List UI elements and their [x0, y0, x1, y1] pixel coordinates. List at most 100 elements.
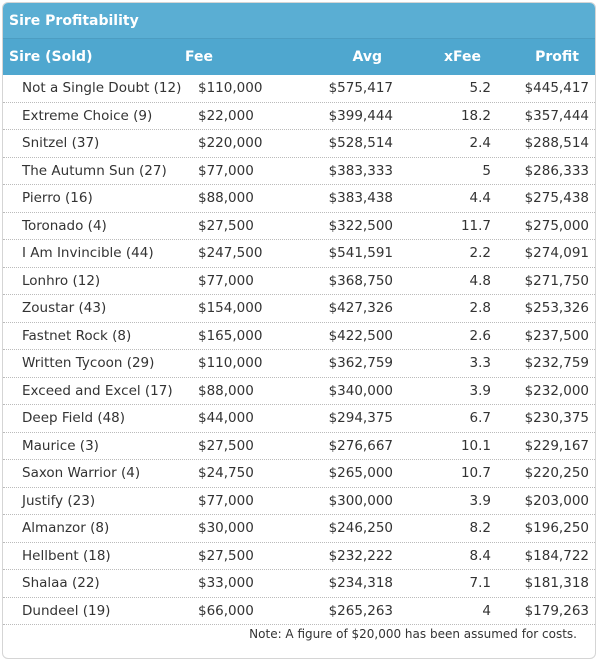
column-header: xFee [443, 49, 481, 65]
table-cell: $247,500 [198, 245, 263, 261]
table-row: Maurice (3) $27,500 $276,667 10.1 $229,167 [3, 433, 595, 460]
column-header: Sire (Sold) [9, 49, 93, 65]
table-cell: 4 [482, 602, 491, 619]
table-cell: $196,250 [524, 520, 589, 536]
table-row: Shalaa (22) $33,000 $234,318 7.1 $181,318 [3, 570, 595, 598]
table-row: Exceed and Excel (17) $88,000 $340,000 3.9 $… [3, 378, 595, 405]
table-cell: 18.2 [460, 107, 491, 124]
table-cell: $274,091 [524, 245, 589, 261]
table-header: Sire (Sold) Fee Avg xFee Profit [3, 39, 595, 75]
table-cell: $234,318 [328, 575, 393, 591]
table-cell: Exceed and Excel (17) [22, 382, 173, 399]
table-cell: $220,000 [198, 135, 263, 151]
table-row: Extreme Choice (9) $22,000 $399,444 18.2 $35… [3, 103, 595, 130]
table-row: The Autumn Sun (27) $77,000 $383,333 5 $286,… [3, 158, 595, 185]
table-cell: Maurice (3) [22, 437, 99, 454]
table-cell: $110,000 [198, 80, 263, 96]
table-cell: 7.1 [469, 575, 491, 591]
table-cell: $232,222 [328, 547, 393, 564]
table-cell: $33,000 [198, 575, 254, 591]
table-cell: $88,000 [198, 382, 254, 399]
table-cell: 2.4 [469, 135, 491, 151]
table-cell: $88,000 [198, 190, 254, 206]
table-cell: $357,444 [524, 107, 589, 124]
table-cell: $229,167 [524, 437, 589, 454]
table-cell: $165,000 [198, 327, 263, 344]
table-cell: $77,000 [198, 492, 254, 509]
table-cell: $220,250 [524, 465, 589, 481]
table-cell: $203,000 [524, 492, 589, 509]
table-cell: $27,500 [198, 547, 254, 564]
table-cell: $232,759 [524, 355, 589, 371]
table-row: Hellbent (18) $27,500 $232,222 8.4 $184,722 [3, 543, 595, 570]
table-cell: $383,438 [328, 190, 393, 206]
table-cell: 10.1 [460, 437, 491, 454]
table-cell: 11.7 [460, 217, 491, 234]
table-cell: $427,326 [328, 300, 393, 316]
table-cell: 10.7 [460, 465, 491, 481]
table-cell: 3.3 [469, 355, 491, 371]
table-row: I Am Invincible (44) $247,500 $541,591 2.2 $… [3, 240, 595, 268]
table-row: Written Tycoon (29) $110,000 $362,759 3.3 $2… [3, 350, 595, 378]
table-cell: 2.6 [469, 327, 491, 344]
table-cell: $179,263 [524, 602, 589, 619]
table-row: Pierro (16) $88,000 $383,438 4.4 $275,438 [3, 185, 595, 213]
table-cell: The Autumn Sun (27) [22, 162, 167, 179]
table-cell: Fastnet Rock (8) [22, 327, 132, 344]
table-row: Toronado (4) $27,500 $322,500 11.7 $275,000 [3, 213, 595, 240]
table-cell: $44,000 [198, 410, 254, 426]
table-cell: Justify (23) [22, 492, 96, 509]
table-cell: $154,000 [198, 300, 263, 316]
column-header: Avg [352, 49, 382, 65]
table-cell: 6.7 [469, 410, 491, 426]
table-cell: $383,333 [328, 162, 393, 179]
table-row: Justify (23) $77,000 $300,000 3.9 $203,000 [3, 488, 595, 515]
table-cell: Written Tycoon (29) [22, 355, 155, 371]
table-cell: Lonhro (12) [22, 272, 101, 289]
table-cell: $232,000 [524, 382, 589, 399]
table-cell: $265,263 [328, 602, 393, 619]
table-title: Sire Profitability [3, 3, 595, 39]
table-cell: Almanzor (8) [22, 520, 110, 536]
table-cell: 2.8 [469, 300, 491, 316]
table-cell: $181,318 [524, 575, 589, 591]
table-cell: $230,375 [524, 410, 589, 426]
table-row: Not a Single Doubt (12) $110,000 $575,417 5… [3, 75, 595, 103]
table-cell: $110,000 [198, 355, 263, 371]
table-row: Deep Field (48) $44,000 $294,375 6.7 $230,37… [3, 405, 595, 433]
table-cell: $275,438 [524, 190, 589, 206]
table-cell: $77,000 [198, 272, 254, 289]
table-cell: $27,500 [198, 437, 254, 454]
table-cell: $294,375 [328, 410, 393, 426]
table-cell: $445,417 [524, 80, 589, 96]
table-cell: 4.4 [469, 190, 491, 206]
table-cell: $322,500 [328, 217, 393, 234]
table-cell: Saxon Warrior (4) [22, 465, 141, 481]
table-cell: 3.9 [469, 382, 491, 399]
table-cell: 5.2 [469, 80, 491, 96]
table-cell: $288,514 [524, 135, 589, 151]
table-cell: $30,000 [198, 520, 254, 536]
table-cell: Dundeel (19) [22, 602, 111, 619]
table-cell: Zoustar (43) [22, 300, 107, 316]
footnote: Note: A figure of $20,000 has been assum… [249, 627, 577, 641]
table-cell: $24,750 [198, 465, 254, 481]
table-cell: $340,000 [328, 382, 393, 399]
table-cell: $286,333 [524, 162, 589, 179]
table-cell: Deep Field (48) [22, 410, 126, 426]
table-cell: $22,000 [198, 107, 254, 124]
table-cell: $575,417 [328, 80, 393, 96]
table-row: Almanzor (8) $30,000 $246,250 8.2 $196,250 [3, 515, 595, 543]
table-cell: 8.4 [469, 547, 491, 564]
table-cell: Extreme Choice (9) [22, 107, 153, 124]
table-cell: Shalaa (22) [22, 575, 100, 591]
table-cell: Not a Single Doubt (12) [22, 80, 182, 96]
column-header: Profit [535, 49, 579, 65]
table-cell: Snitzel (37) [22, 135, 100, 151]
table-cell: 5 [482, 162, 491, 179]
table-cell: $27,500 [198, 217, 254, 234]
table-cell: 2.2 [469, 245, 491, 261]
table-cell: $265,000 [328, 465, 393, 481]
table-row: Zoustar (43) $154,000 $427,326 2.8 $253,326 [3, 295, 595, 323]
table-cell: $275,000 [524, 217, 589, 234]
